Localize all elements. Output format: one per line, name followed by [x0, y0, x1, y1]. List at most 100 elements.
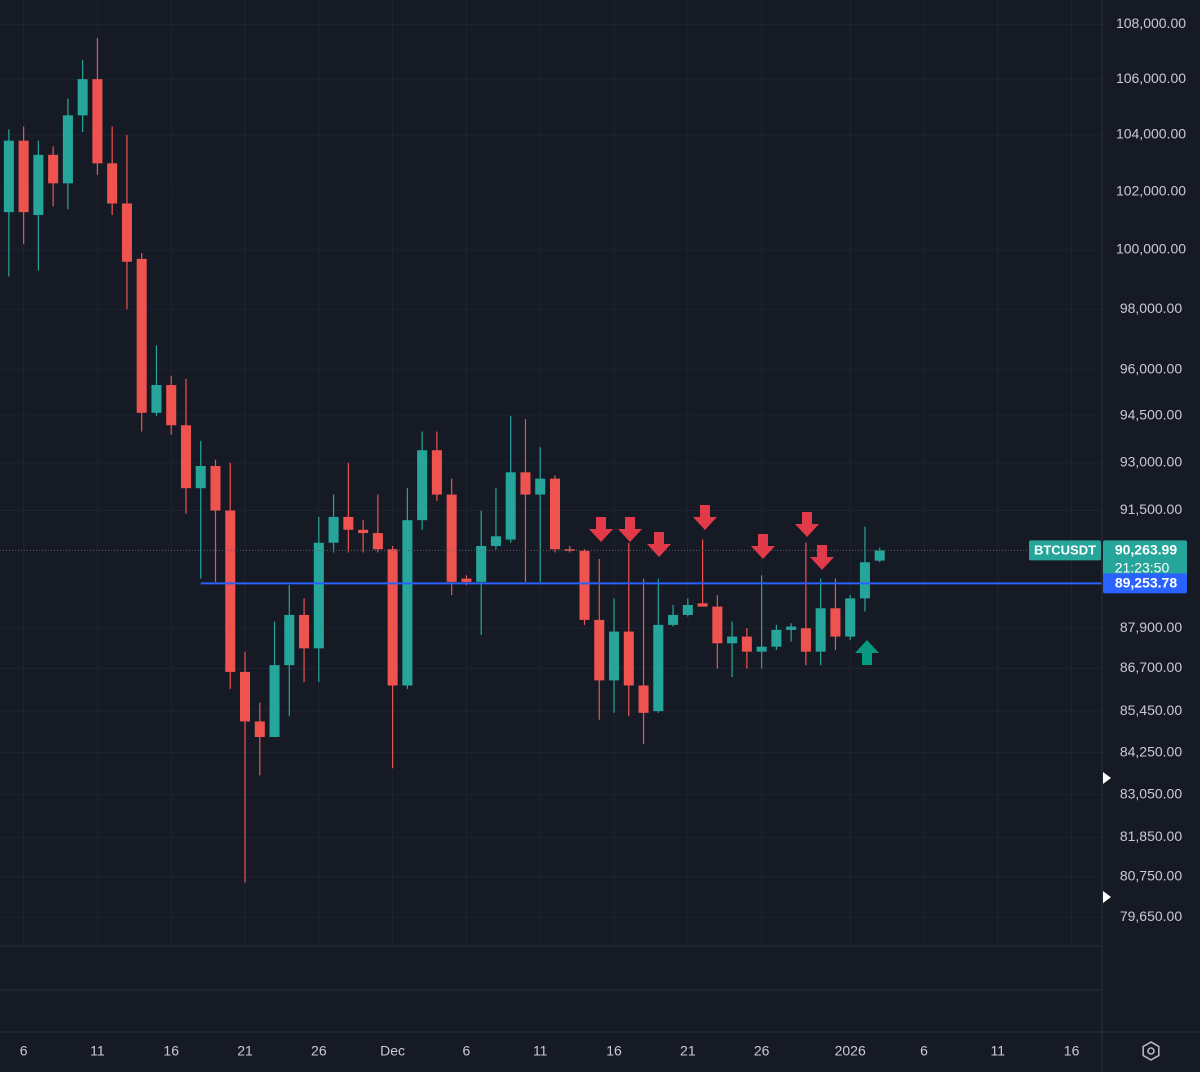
y-tick-label: 100,000.00 — [1116, 241, 1186, 257]
candle-body — [343, 516, 354, 530]
y-tick-label: 81,850.00 — [1120, 828, 1182, 844]
y-tick-label: 104,000.00 — [1116, 126, 1186, 142]
x-tick-label: 2026 — [835, 1043, 866, 1059]
candle-body — [313, 542, 324, 649]
candle-body — [712, 606, 723, 644]
candle-body — [668, 614, 679, 625]
down-arrow — [647, 532, 671, 557]
scroll-marker — [1103, 772, 1111, 784]
candle-body — [372, 533, 383, 550]
candle-body — [461, 578, 472, 582]
y-tick-label: 98,000.00 — [1120, 300, 1182, 316]
down-arrow — [810, 545, 834, 570]
y-tick-label: 86,700.00 — [1120, 659, 1182, 675]
last-price-box — [1103, 540, 1187, 580]
candle-body — [638, 685, 649, 713]
candle-body — [564, 549, 575, 551]
candle-body — [845, 598, 856, 637]
candle-body — [535, 478, 546, 495]
x-tick-label: Dec — [380, 1043, 405, 1059]
candle-body — [166, 385, 177, 426]
y-tick-label: 84,250.00 — [1120, 743, 1182, 759]
x-tick-label: 26 — [311, 1043, 327, 1059]
y-tick-label: 83,050.00 — [1120, 785, 1182, 801]
candle-body — [800, 628, 811, 652]
candle-body — [727, 636, 738, 644]
candle-body — [505, 472, 516, 540]
down-arrow — [618, 517, 642, 542]
candle-body — [284, 614, 295, 666]
annotations — [589, 505, 879, 665]
candle-body — [476, 545, 487, 582]
scroll-marker — [1103, 891, 1111, 903]
candle-body — [151, 385, 162, 413]
candle-body — [180, 425, 191, 489]
y-tick-label: 102,000.00 — [1116, 183, 1186, 199]
y-tick-label: 87,900.00 — [1120, 619, 1182, 635]
up-arrow — [855, 640, 879, 665]
candle-body — [579, 550, 590, 620]
x-tick-label: 16 — [1064, 1043, 1080, 1059]
candle-body — [328, 516, 339, 543]
y-tick-label: 80,750.00 — [1120, 868, 1182, 884]
candle-body — [594, 619, 605, 681]
candle-body — [741, 636, 752, 652]
candle-body — [859, 562, 870, 599]
x-tick-label: 16 — [606, 1043, 622, 1059]
candle-body — [299, 614, 310, 649]
y-tick-label: 79,650.00 — [1120, 908, 1182, 924]
candles — [3, 37, 885, 883]
candle-body — [121, 203, 132, 262]
candle-body — [269, 665, 280, 737]
y-tick-label: 93,000.00 — [1120, 454, 1182, 470]
candle-body — [107, 163, 118, 204]
candle-body — [490, 536, 501, 546]
level-label: 89,253.78 — [1115, 575, 1177, 591]
down-arrow — [795, 512, 819, 537]
candle-body — [446, 494, 457, 582]
x-tick-label: 21 — [680, 1043, 696, 1059]
candle-body — [609, 631, 620, 681]
candle-body — [771, 629, 782, 647]
x-tick-label: 11 — [991, 1043, 1006, 1059]
candle-body — [697, 603, 708, 607]
y-tick-label: 94,500.00 — [1120, 407, 1182, 423]
settings-icon-outline[interactable] — [1142, 1041, 1160, 1061]
down-arrow — [589, 517, 613, 542]
y-tick-label: 106,000.00 — [1116, 70, 1186, 86]
candle-body — [786, 626, 797, 630]
x-tick-label: 6 — [463, 1043, 471, 1059]
settings-icon-center[interactable] — [1147, 1047, 1155, 1055]
candle-body — [623, 631, 634, 686]
y-tick-label: 85,450.00 — [1120, 702, 1182, 718]
candle-body — [254, 721, 265, 737]
candle-body — [830, 608, 841, 637]
candle-body — [210, 465, 221, 511]
y-tick-label: 96,000.00 — [1120, 360, 1182, 376]
settings-icon[interactable] — [1142, 1041, 1160, 1061]
y-tick-label: 91,500.00 — [1120, 501, 1182, 517]
x-tick-label: 26 — [754, 1043, 770, 1059]
down-arrow — [751, 534, 775, 559]
candle-body — [549, 478, 561, 550]
candle-body — [3, 140, 14, 213]
candle-body — [195, 465, 206, 489]
candle-body — [417, 450, 428, 521]
candle-body — [682, 604, 693, 615]
candle-body — [48, 154, 59, 184]
candle-body — [358, 529, 369, 534]
candle-body — [240, 671, 251, 722]
x-tick-label: 16 — [163, 1043, 179, 1059]
x-tick-label: 6 — [20, 1043, 28, 1059]
candle-body — [387, 549, 398, 686]
y-tick-label: 108,000.00 — [1116, 15, 1186, 31]
candle-body — [33, 154, 44, 216]
x-tick-label: 11 — [533, 1043, 548, 1059]
x-tick-label: 11 — [90, 1043, 105, 1059]
symbol-label: BTCUSDT — [1034, 542, 1096, 557]
candle-body — [136, 258, 147, 413]
candle-body — [874, 550, 885, 561]
candle-body — [402, 520, 413, 686]
